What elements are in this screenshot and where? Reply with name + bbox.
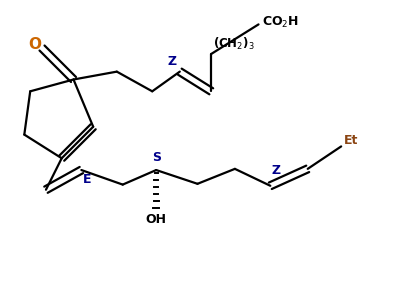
Text: OH: OH	[146, 213, 167, 226]
Text: CO$_2$H: CO$_2$H	[261, 15, 299, 30]
Text: (CH$_2$)$_3$: (CH$_2$)$_3$	[213, 36, 255, 52]
Text: O: O	[28, 37, 41, 52]
Text: S: S	[152, 151, 162, 164]
Text: Z: Z	[167, 55, 177, 68]
Text: Et: Et	[344, 134, 359, 147]
Text: Z: Z	[272, 164, 281, 177]
Text: E: E	[83, 173, 92, 186]
